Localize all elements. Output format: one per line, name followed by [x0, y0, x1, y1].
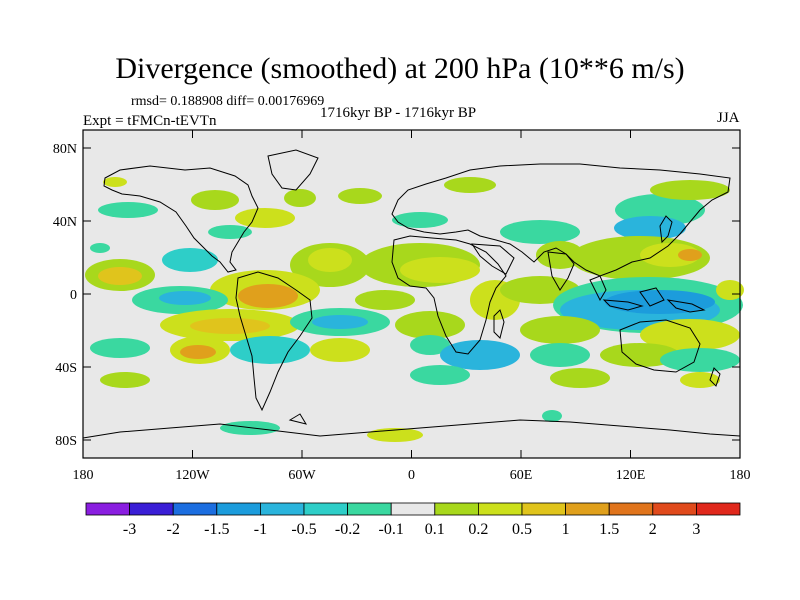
colorbar: -3 -2 -1.5 -1 -0.5 -0.2 -0.1 0.1 0.2 0.5 1 1.5 2 3 — [85, 502, 741, 538]
colorbar-label: -0.2 — [335, 521, 360, 538]
period-label: 1716kyr BP - 1716kyr BP — [320, 105, 477, 121]
lon-label-60w: 60W — [288, 468, 316, 483]
lon-label-120e: 120E — [616, 468, 646, 483]
map-title: Divergence (smoothed) at 200 hPa (10**6 … — [115, 52, 685, 85]
colorbar-swatch — [608, 502, 654, 516]
colorbar-swatch — [216, 502, 261, 516]
colorbar-label: -3 — [123, 521, 136, 538]
season-label: JJA — [717, 110, 740, 126]
colorbar-label: 2 — [649, 521, 657, 538]
colorbar-label: 0.2 — [468, 521, 488, 538]
colorbar-swatch — [85, 502, 130, 516]
colorbar-label: 1.5 — [599, 521, 619, 538]
lat-label-0: 0 — [70, 288, 77, 303]
stats-label: rmsd= 0.188908 diff= 0.00176969 — [131, 94, 325, 109]
colorbar-swatch — [303, 502, 348, 516]
lon-label-180w: 180 — [73, 468, 94, 483]
colorbar-label: 1 — [562, 521, 570, 538]
colorbar-swatch — [696, 502, 741, 516]
lat-label-40s: 40S — [55, 361, 77, 376]
colorbar-swatch — [259, 502, 305, 516]
colorbar-swatch — [521, 502, 566, 516]
colorbar-label: -1.5 — [204, 521, 229, 538]
lat-label-40n: 40N — [53, 215, 77, 230]
axis-ticks — [82, 130, 741, 458]
colorbar-swatch — [477, 502, 523, 516]
colorbar-swatch — [565, 502, 610, 516]
colorbar-swatch — [172, 502, 218, 516]
colorbar-label: 0.1 — [425, 521, 445, 538]
lon-label-0: 0 — [408, 468, 415, 483]
colorbar-label: -0.5 — [291, 521, 316, 538]
lon-label-60e: 60E — [510, 468, 533, 483]
colorbar-swatch — [390, 502, 436, 516]
colorbar-swatch — [129, 502, 174, 516]
lat-label-80n: 80N — [53, 142, 77, 157]
colorbar-label: -0.1 — [379, 521, 404, 538]
lat-label-80s: 80S — [55, 434, 77, 449]
colorbar-label: -2 — [167, 521, 180, 538]
colorbar-swatch — [652, 502, 697, 516]
colorbar-swatch — [347, 502, 392, 516]
experiment-label: Expt = tFMCn-tEVTn — [83, 113, 217, 129]
lon-label-120w: 120W — [175, 468, 210, 483]
colorbar-label: 0.5 — [512, 521, 532, 538]
coastlines — [82, 149, 741, 439]
colorbar-swatch — [434, 502, 479, 516]
lon-label-180e: 180 — [730, 468, 751, 483]
colorbar-label: 3 — [692, 521, 700, 538]
colorbar-label: -1 — [254, 521, 267, 538]
